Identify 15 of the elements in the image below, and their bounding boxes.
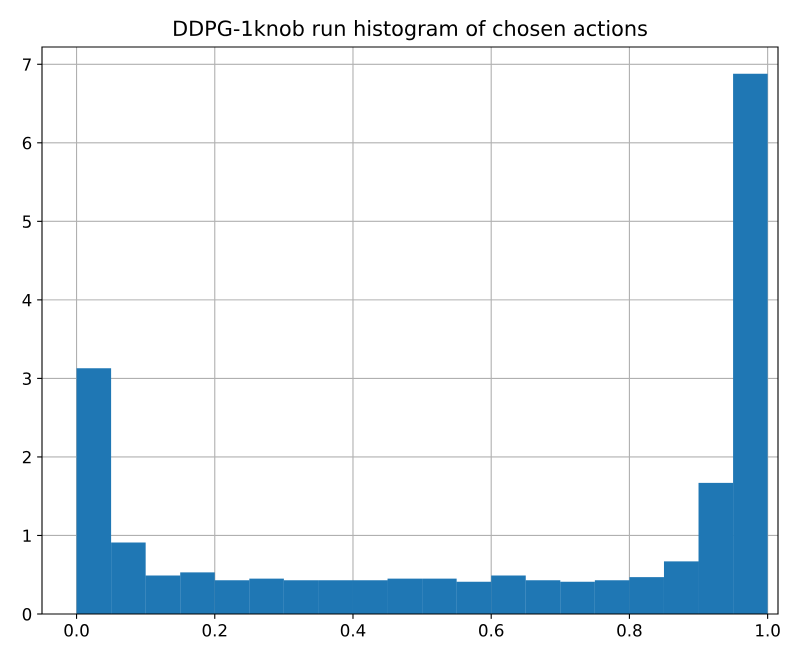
x-tick-label: 1.0 — [756, 624, 780, 637]
x-tick-label: 0.8 — [617, 624, 642, 637]
y-tick-label: 5 — [22, 216, 31, 228]
y-tick-label: 6 — [22, 136, 32, 150]
y-tick-label: 2 — [22, 450, 31, 464]
x-tick-label: 0.2 — [202, 624, 226, 637]
x-tick-label: 0.4 — [340, 624, 366, 637]
x-tick-label: 0.6 — [479, 624, 504, 637]
y-tick-label: 3 — [22, 372, 31, 385]
y-tick-label: 7 — [23, 58, 31, 71]
y-tick-label: 1 — [24, 530, 31, 542]
x-tick-label: 0.0 — [64, 624, 89, 637]
y-tick-label: 0 — [22, 608, 32, 621]
y-tick-label: 4 — [22, 294, 32, 306]
chart-title: DDPG-1knob run histogram of chosen actions — [174, 20, 647, 40]
